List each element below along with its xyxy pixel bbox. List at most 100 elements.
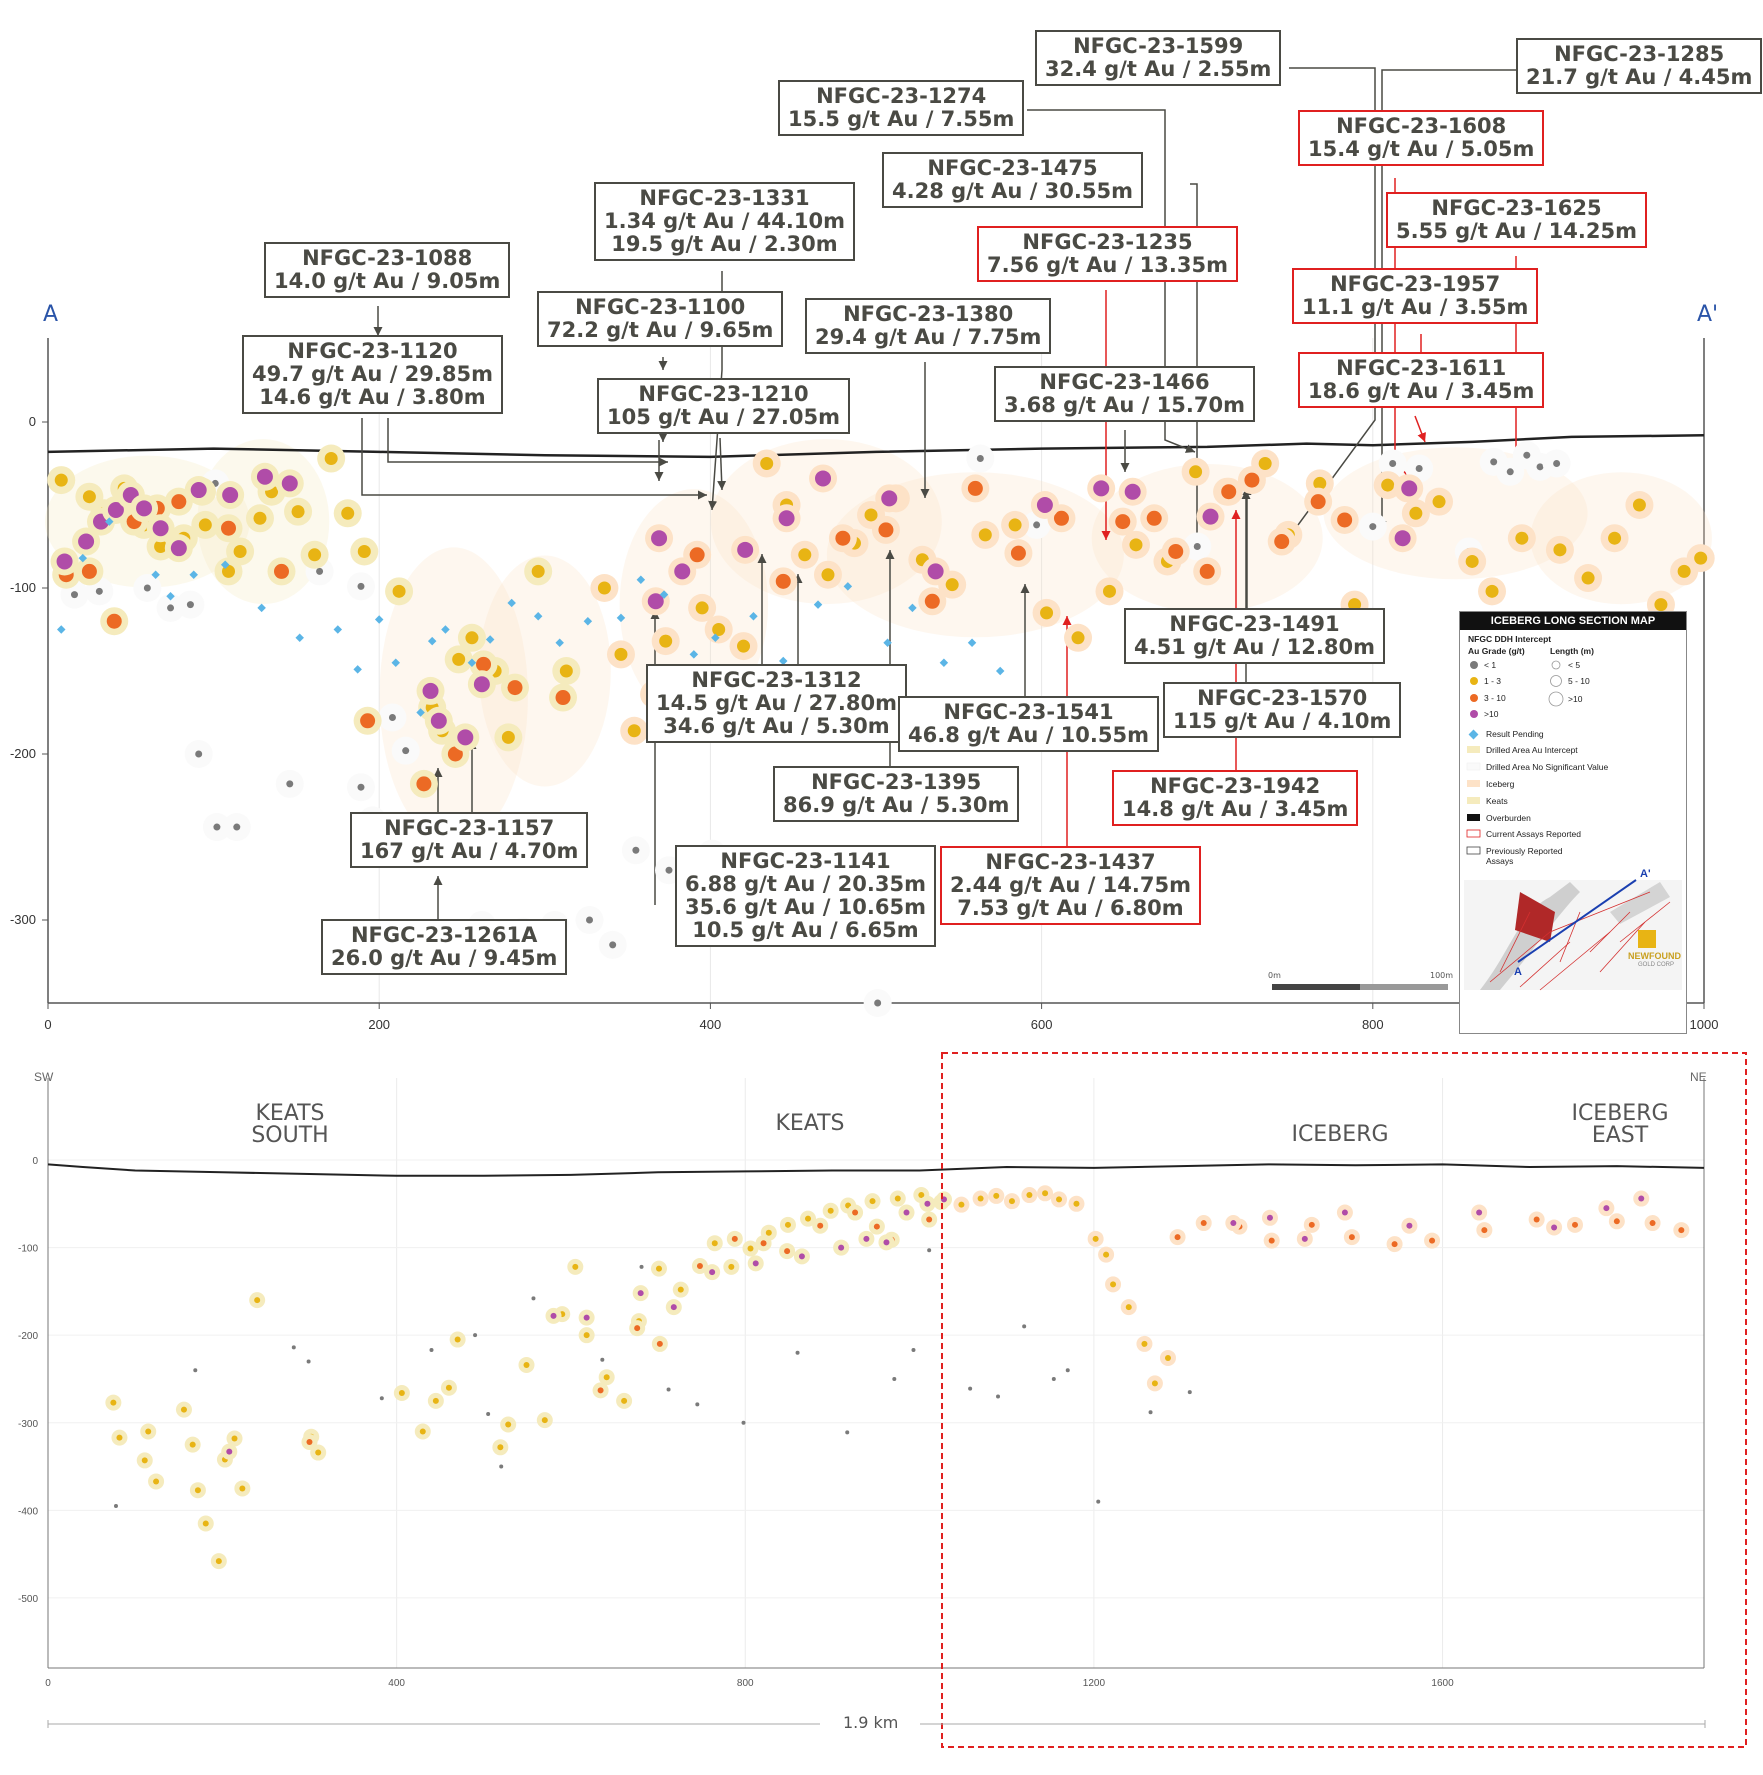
point-grade-3-10 (171, 494, 187, 510)
point-pending (507, 598, 516, 608)
bottom-chart-points (105, 1185, 1690, 1570)
point-lt1 (486, 1412, 491, 1416)
point-grade-1-3 (505, 1421, 512, 1428)
point-grade-3-10 (634, 1325, 641, 1332)
point-pending (467, 658, 477, 667)
point-grade-gt10 (281, 475, 298, 492)
point-pending (485, 635, 495, 644)
point-grade-1-3 (583, 1332, 590, 1339)
point-pending (749, 611, 758, 621)
point-lt1 (665, 866, 673, 874)
bottom-x-tick-label: 400 (388, 1678, 405, 1689)
point-grade-1-3 (189, 1441, 196, 1448)
point-grade-1-3 (432, 1397, 439, 1404)
point-grade-gt10 (136, 500, 153, 517)
point-grade-1-3 (253, 511, 267, 525)
point-grade-3-10 (1174, 1234, 1181, 1241)
point-grade-3-10 (1146, 510, 1162, 526)
point-pending (616, 613, 626, 623)
point-grade-1-3 (1008, 518, 1022, 532)
drill-hole-id: NFGC-23-1541 (943, 700, 1114, 724)
drill-hole-id: NFGC-23-1466 (1039, 370, 1210, 394)
legend-panel: ICEBERG LONG SECTION MAP NFGC DDH Interc… (1459, 611, 1687, 1034)
point-grade-3-10 (873, 1223, 880, 1230)
point-grade-gt10 (815, 470, 832, 487)
assay-result: 6.88 g/t Au / 20.35m (685, 872, 926, 896)
intercept-label-1957: NFGC-23-1957 11.1 g/t Au / 3.55m (1292, 268, 1539, 324)
top-chart-axes: 0 200 400 600 800 1000 0 -100 -200 -300 (10, 414, 1718, 1032)
point-lt1 (499, 1464, 504, 1469)
point-grade-1-3 (341, 506, 355, 520)
point-grade-1-3 (1381, 478, 1395, 492)
point-lt1 (357, 783, 365, 791)
point-grade-1-3 (116, 1434, 123, 1441)
point-pending (711, 633, 720, 643)
assay-result: 115 g/t Au / 4.10m (1173, 709, 1392, 733)
top-x-tick-label: 600 (1031, 1017, 1053, 1032)
point-grade-3-10 (507, 680, 523, 696)
intercept-label-1210: NFGC-23-1210 105 g/t Au / 27.05m (597, 378, 850, 434)
assay-result: 14.6 g/t Au / 3.80m (259, 385, 486, 409)
point-grade-1-3 (392, 584, 406, 598)
intercept-label-1570: NFGC-23-1570 115 g/t Au / 4.10m (1163, 682, 1402, 738)
bottom-overburden-line (47, 1163, 1705, 1177)
point-pending (813, 600, 823, 609)
point-grade-gt10 (56, 553, 73, 570)
assay-result: 32.4 g/t Au / 2.55m (1045, 57, 1272, 81)
drilled-area-zone (379, 547, 528, 845)
point-grade-1-3 (1313, 476, 1327, 490)
point-pending (908, 603, 917, 613)
point-grade-1-3 (1553, 543, 1567, 557)
intercept-label-1261a: NFGC-23-1261A 26.0 g/t Au / 9.45m (321, 919, 568, 975)
point-grade-3-10 (1200, 1220, 1207, 1227)
point-lt1 (795, 1350, 800, 1355)
bottom-x-tick-label: 800 (737, 1678, 754, 1689)
point-grade-1-3 (1632, 498, 1646, 512)
point-grade-1-3 (501, 730, 515, 744)
point-grade-1-3 (291, 505, 305, 519)
point-grade-gt10 (1230, 1220, 1237, 1227)
legend-inset-a: A (1514, 966, 1522, 978)
point-grade-3-10 (689, 547, 705, 563)
point-lt1 (1051, 1376, 1056, 1381)
bottom-y-tick-label: -500 (18, 1594, 38, 1605)
point-grade-1-3 (821, 568, 835, 582)
point-pending (391, 658, 401, 667)
legend-overburden: Overburden (1486, 813, 1531, 823)
point-grade-1-3 (827, 1207, 834, 1214)
point-grade-gt10 (798, 1253, 805, 1260)
legend-current: Current Assays Reported (1486, 829, 1581, 839)
assay-result: 21.7 g/t Au / 4.45m (1526, 65, 1753, 89)
point-grade-1-3 (1008, 1198, 1015, 1205)
drill-hole-id: NFGC-23-1380 (843, 302, 1014, 326)
point-grade-3-10 (306, 1439, 313, 1446)
point-lt1 (968, 1386, 973, 1391)
point-lt1 (1033, 521, 1041, 529)
point-grade-gt10 (903, 1209, 910, 1216)
intercept-label-1312: NFGC-23-1312 14.5 g/t Au / 27.80m 34.6 g/t… (646, 664, 907, 743)
point-grade-1-3 (153, 1478, 160, 1485)
drill-hole-id: NFGC-23-1957 (1330, 272, 1501, 296)
point-pending (636, 575, 646, 584)
section-end-label: A' (1697, 302, 1719, 327)
legend-au-intercept-swatch (1467, 746, 1480, 753)
drill-hole-id: NFGC-23-1599 (1073, 34, 1244, 58)
drill-hole-id: NFGC-23-1608 (1336, 114, 1507, 138)
point-grade-3-10 (1348, 1234, 1355, 1241)
intercept-label-1088: NFGC-23-1088 14.0 g/t Au / 9.05m (264, 242, 511, 298)
length-arrow (47, 1720, 1706, 1728)
point-lt1 (1490, 458, 1498, 466)
point-grade-gt10 (1341, 1209, 1348, 1216)
point-grade-3-10 (1199, 563, 1215, 579)
point-lt1 (143, 584, 151, 592)
intercept-label-1274: NFGC-23-1274 15.5 g/t Au / 7.55m (778, 80, 1025, 136)
drill-hole-id: NFGC-23-1395 (811, 770, 982, 794)
point-grade-3-10 (775, 573, 791, 589)
top-x-tick-label: 1000 (1690, 1017, 1719, 1032)
intercept-label-1395: NFGC-23-1395 86.9 g/t Au / 5.30m (773, 766, 1020, 822)
point-grade-3-10 (1310, 494, 1326, 510)
point-lt1 (741, 1420, 746, 1425)
legend-grade-gt10: >10 (1484, 709, 1499, 719)
drill-hole-id: NFGC-23-1491 (1169, 612, 1340, 636)
point-grade-3-10 (696, 1262, 703, 1269)
